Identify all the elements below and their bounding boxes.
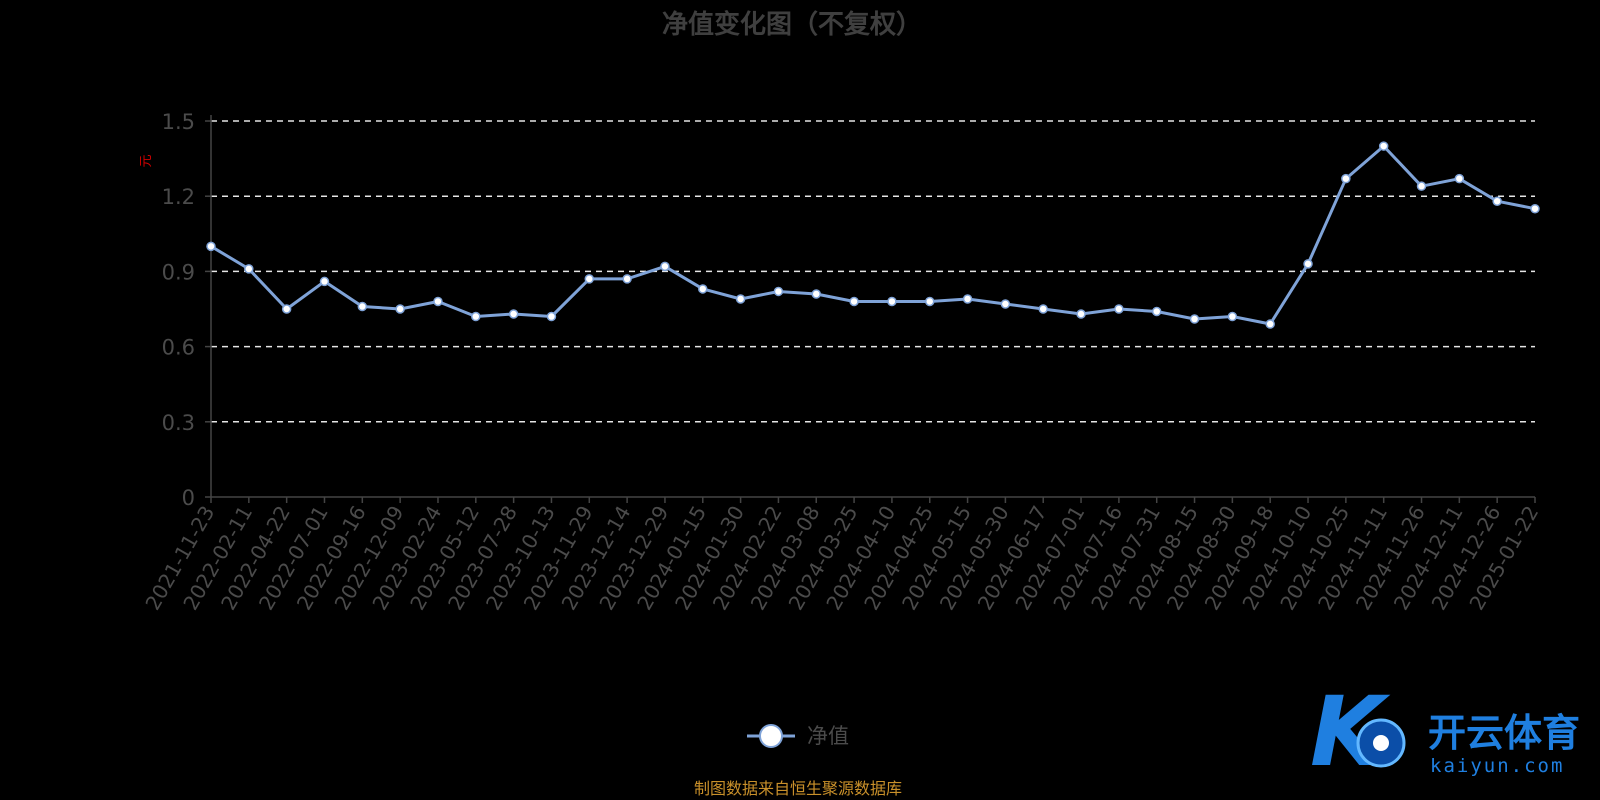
data-point[interactable] — [735, 294, 746, 304]
watermark-brand: 开云体育 — [1428, 711, 1580, 755]
data-point[interactable] — [319, 276, 330, 287]
data-point[interactable] — [1038, 304, 1048, 314]
chart-title: 净值变化图（不复权） — [662, 9, 922, 40]
data-point[interactable] — [395, 304, 405, 314]
data-point[interactable] — [1076, 309, 1086, 319]
data-point[interactable] — [281, 304, 292, 314]
data-point[interactable] — [1265, 319, 1275, 329]
y-tick-label: 0.6 — [162, 336, 195, 360]
data-point[interactable] — [849, 296, 859, 307]
y-tick-label: 0.3 — [162, 411, 195, 435]
data-point[interactable] — [887, 296, 897, 307]
series-nav — [206, 141, 1540, 329]
y-tick-label: 0.9 — [162, 260, 195, 284]
data-point[interactable] — [1151, 306, 1162, 317]
data-point[interactable] — [924, 296, 935, 307]
data-point[interactable] — [357, 301, 368, 312]
data-point[interactable] — [1492, 196, 1502, 206]
data-point[interactable] — [471, 311, 481, 322]
y-tick-label: 1.5 — [162, 110, 195, 134]
gridlines — [211, 120, 1535, 423]
data-point[interactable] — [1416, 181, 1427, 191]
data-point[interactable] — [1227, 311, 1238, 322]
y-tick-label: 1.2 — [162, 185, 195, 209]
y-tick-label: 0 — [182, 486, 195, 510]
source-note: 制图数据来自恒生聚源数据库 — [694, 779, 902, 798]
legend[interactable]: 净值 — [747, 724, 849, 748]
data-point[interactable] — [1454, 173, 1465, 184]
data-point[interactable] — [622, 274, 632, 284]
legend-label: 净值 — [807, 724, 849, 748]
series-line — [210, 144, 1536, 326]
data-point[interactable] — [962, 294, 973, 304]
data-point[interactable] — [1189, 314, 1200, 324]
data-point[interactable] — [1000, 299, 1011, 309]
y-axis-unit: 元 — [139, 154, 154, 167]
data-point[interactable] — [1530, 203, 1540, 214]
data-point[interactable] — [244, 264, 254, 274]
data-point[interactable] — [1378, 141, 1389, 151]
data-point[interactable] — [1114, 304, 1124, 314]
data-point[interactable] — [811, 289, 822, 299]
data-point[interactable] — [1303, 259, 1313, 269]
kaiyun-logo: K 开云体育 kaiyun.com — [1310, 676, 1580, 788]
data-point[interactable] — [433, 296, 443, 307]
data-point[interactable] — [1341, 173, 1351, 184]
data-point[interactable] — [698, 284, 708, 294]
watermark-url: kaiyun.com — [1430, 755, 1564, 777]
data-point[interactable] — [773, 286, 784, 297]
data-point[interactable] — [660, 261, 670, 272]
soccer-ball-center — [1373, 735, 1389, 751]
data-point[interactable] — [546, 311, 557, 322]
data-point[interactable] — [508, 309, 519, 319]
data-point[interactable] — [584, 274, 595, 284]
legend-marker — [759, 724, 783, 748]
data-point[interactable] — [206, 241, 216, 252]
y-axis: 0 0.3 0.6 0.9 1.2 1.5 — [162, 110, 212, 510]
x-axis: 2021-11-232022-02-112022-04-222022-07-01… — [140, 496, 1543, 614]
